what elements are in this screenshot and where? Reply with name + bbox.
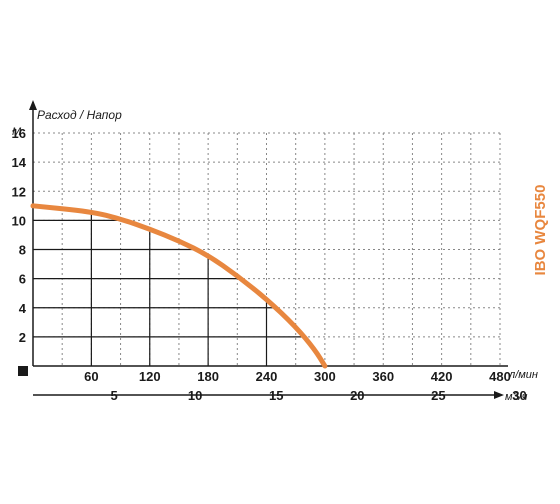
x2-tick-label: 10 <box>188 388 202 403</box>
x-tick-label: 300 <box>314 369 336 384</box>
x-tick-label: 180 <box>197 369 219 384</box>
series-layer <box>30 203 328 369</box>
x-tick-label: 480 <box>489 369 511 384</box>
x-unit-label: л/мин <box>508 369 538 381</box>
model-label: IBO WQF550 <box>532 185 549 276</box>
y-axis-arrow <box>29 100 37 110</box>
y-tick-label: 14 <box>12 155 27 170</box>
x-tick-label: 420 <box>431 369 453 384</box>
y-unit-label: М <box>12 126 22 138</box>
y-tick-label: 4 <box>19 301 27 316</box>
y-tick-label: 6 <box>19 272 26 287</box>
chart-title: Расход / Напор <box>37 108 122 122</box>
x2-axis-arrow <box>494 391 504 399</box>
x-tick-label: 60 <box>84 369 98 384</box>
x2-tick-label: 5 <box>110 388 117 403</box>
x-tick-label: 120 <box>139 369 161 384</box>
chart-axes <box>18 100 508 399</box>
y-tick-label: 2 <box>19 330 26 345</box>
x2-tick-label: 20 <box>350 388 364 403</box>
y-tick-label: 8 <box>19 243 26 258</box>
tick-labels: 2 4 6 8 10 12 14 16 60 120 180 240 300 360 420 480 5 10 15… <box>12 126 527 403</box>
y-tick-label: 16 <box>12 126 26 141</box>
x2-tick-label: 25 <box>431 388 445 403</box>
x2-unit-label: м3/ч <box>505 391 528 403</box>
x2-tick-label: 15 <box>269 388 283 403</box>
head-reference-lines <box>33 211 305 366</box>
x-tick-label: 240 <box>256 369 278 384</box>
origin-square <box>18 366 28 376</box>
x2-tick-label: 30 <box>512 388 526 403</box>
y-tick-label: 10 <box>12 213 26 228</box>
performance-curve <box>30 203 328 369</box>
x-tick-label: 360 <box>372 369 394 384</box>
y-tick-label: 12 <box>12 184 26 199</box>
